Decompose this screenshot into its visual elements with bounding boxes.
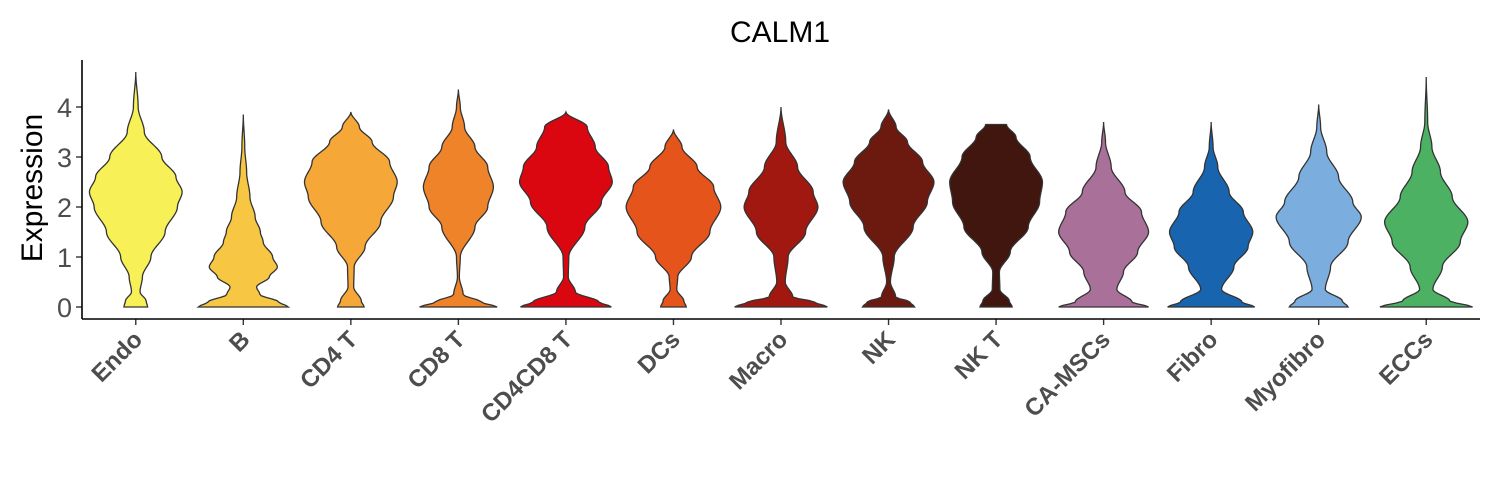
y-tick-label: 3 bbox=[57, 143, 72, 173]
x-tick-label: ECCs bbox=[1374, 326, 1438, 390]
violin-myofibro bbox=[1276, 105, 1361, 308]
y-tick-label: 1 bbox=[57, 243, 72, 273]
violin-nk bbox=[843, 110, 934, 308]
violin-eccs bbox=[1380, 77, 1473, 307]
x-tick-label: Myofibro bbox=[1240, 326, 1331, 417]
violin-cd8-t bbox=[420, 90, 498, 308]
x-tick-label: CD8 T bbox=[403, 326, 471, 394]
x-tick-label: CA-MSCs bbox=[1019, 326, 1115, 422]
violin-group bbox=[89, 72, 1472, 307]
violin-macro bbox=[735, 107, 828, 307]
violin-endo bbox=[89, 72, 182, 307]
x-tick-label: CD4CD8 T bbox=[476, 326, 578, 428]
violin-dcs bbox=[626, 130, 721, 308]
y-tick-label: 2 bbox=[57, 193, 72, 223]
violin-fibro bbox=[1168, 122, 1255, 307]
violin-b bbox=[198, 115, 288, 308]
violin-cd4cd8-t bbox=[520, 112, 613, 307]
x-tick-label: DCs bbox=[633, 326, 686, 379]
x-axis-ticks: Endo B CD4 T CD8 T CD4CD8 T DCs Macro NK NK T CA-… bbox=[86, 319, 1438, 428]
violin-nk-t bbox=[950, 125, 1043, 308]
x-tick-label: Macro bbox=[724, 326, 793, 395]
x-tick-label: Endo bbox=[86, 326, 148, 388]
x-tick-label: NK bbox=[857, 326, 901, 370]
x-tick-label: CD4 T bbox=[295, 326, 363, 394]
y-axis-ticks: 0 1 2 3 4 bbox=[57, 93, 82, 323]
violin-cd4-t bbox=[304, 112, 397, 307]
y-tick-label: 0 bbox=[57, 293, 72, 323]
x-tick-label: NK T bbox=[950, 326, 1009, 385]
y-tick-label: 4 bbox=[57, 93, 72, 123]
chart-title: CALM1 bbox=[730, 16, 830, 49]
y-axis-label: Expression bbox=[16, 114, 49, 262]
violin-ca-mscs bbox=[1059, 122, 1149, 307]
x-tick-label: B bbox=[224, 326, 255, 357]
x-tick-label: Fibro bbox=[1162, 326, 1224, 388]
